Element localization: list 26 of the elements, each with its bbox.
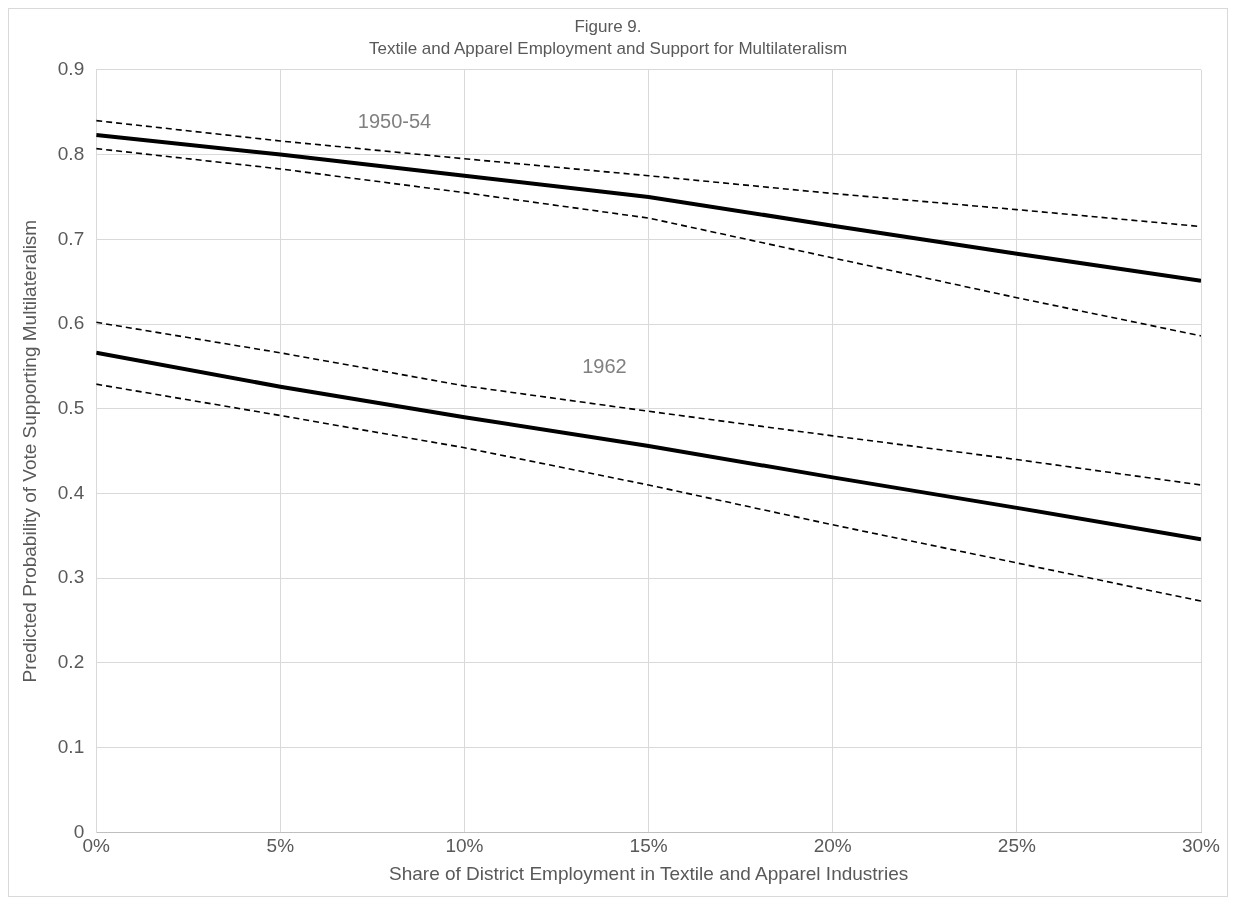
line-series [96, 147, 1201, 337]
y-tick-label: 0.5 [57, 396, 85, 418]
chart-subtitle: Textile and Apparel Employment and Support for Multilateralism [368, 39, 848, 59]
x-tick-label: 20% [813, 835, 852, 857]
x-tick-label: 15% [629, 835, 668, 857]
y-tick-label: 0.6 [57, 312, 85, 334]
x-tick-label: 30% [1181, 835, 1221, 857]
y-tick-label: 0.3 [57, 566, 85, 588]
line-series [96, 321, 1201, 486]
y-tick-label: 0.8 [57, 142, 85, 164]
y-tick-label: 0.1 [57, 735, 85, 757]
chart-title: Figure 9. [574, 16, 642, 36]
x-tick-label: 0% [82, 835, 111, 857]
annotation: 1962 [582, 354, 627, 377]
y-tick-label: 0 [73, 820, 85, 842]
y-tick-label: 0.9 [57, 58, 85, 80]
line-series [96, 383, 1201, 602]
y-tick-label: 0.7 [57, 227, 85, 249]
x-tick-label: 10% [445, 835, 484, 857]
x-tick-label: 25% [997, 835, 1036, 857]
y-axis-title: Predicted Probability of Vote Supporting Multilateralism [18, 219, 40, 683]
x-tick-label: 5% [266, 835, 295, 857]
x-axis-title: Share of District Employment in Textile and Apparel Industries [388, 862, 909, 884]
y-tick-label: 0.2 [57, 651, 85, 673]
annotation: 1950-54 [357, 109, 432, 132]
y-tick-label: 0.4 [57, 481, 85, 503]
